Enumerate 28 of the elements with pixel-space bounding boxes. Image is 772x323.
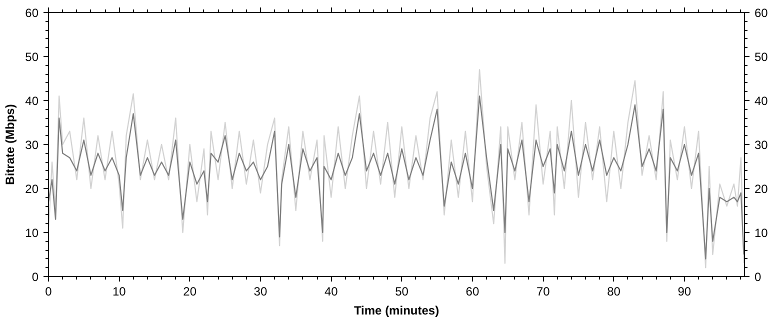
x-tick-label: 30 <box>254 284 268 298</box>
y2-tick-label: 20 <box>754 182 768 196</box>
y2-tick-label: 30 <box>754 138 768 152</box>
y-tick-label: 0 <box>32 270 39 284</box>
y-tick-label: 20 <box>25 182 39 196</box>
y-tick-label: 40 <box>25 94 39 108</box>
y-tick-label: 50 <box>25 50 39 64</box>
y-axis-title: Bitrate (Mbps) <box>3 104 18 185</box>
y2-tick-label: 40 <box>754 94 768 108</box>
x-tick-label: 70 <box>536 284 550 298</box>
y2-tick-label: 10 <box>754 226 768 240</box>
x-tick-label: 40 <box>324 284 338 298</box>
line-series <box>48 96 744 260</box>
y-tick-label: 60 <box>25 6 39 20</box>
y2-tick-label: 60 <box>754 6 768 20</box>
y2-tick-label: 50 <box>754 50 768 64</box>
x-tick-label: 50 <box>395 284 409 298</box>
x-tick-label: 0 <box>45 284 52 298</box>
x-tick-label: 80 <box>607 284 621 298</box>
x-tick-label: 60 <box>466 284 480 298</box>
y-tick-label: 10 <box>25 226 39 240</box>
x-tick-label: 90 <box>678 284 692 298</box>
y2-tick-label: 0 <box>754 270 762 284</box>
x-axis-title: Time (minutes) <box>354 304 440 318</box>
x-tick-label: 20 <box>183 284 197 298</box>
line-series <box>48 69 744 268</box>
y-tick-label: 30 <box>25 138 39 152</box>
x-tick-label: 10 <box>112 284 126 298</box>
